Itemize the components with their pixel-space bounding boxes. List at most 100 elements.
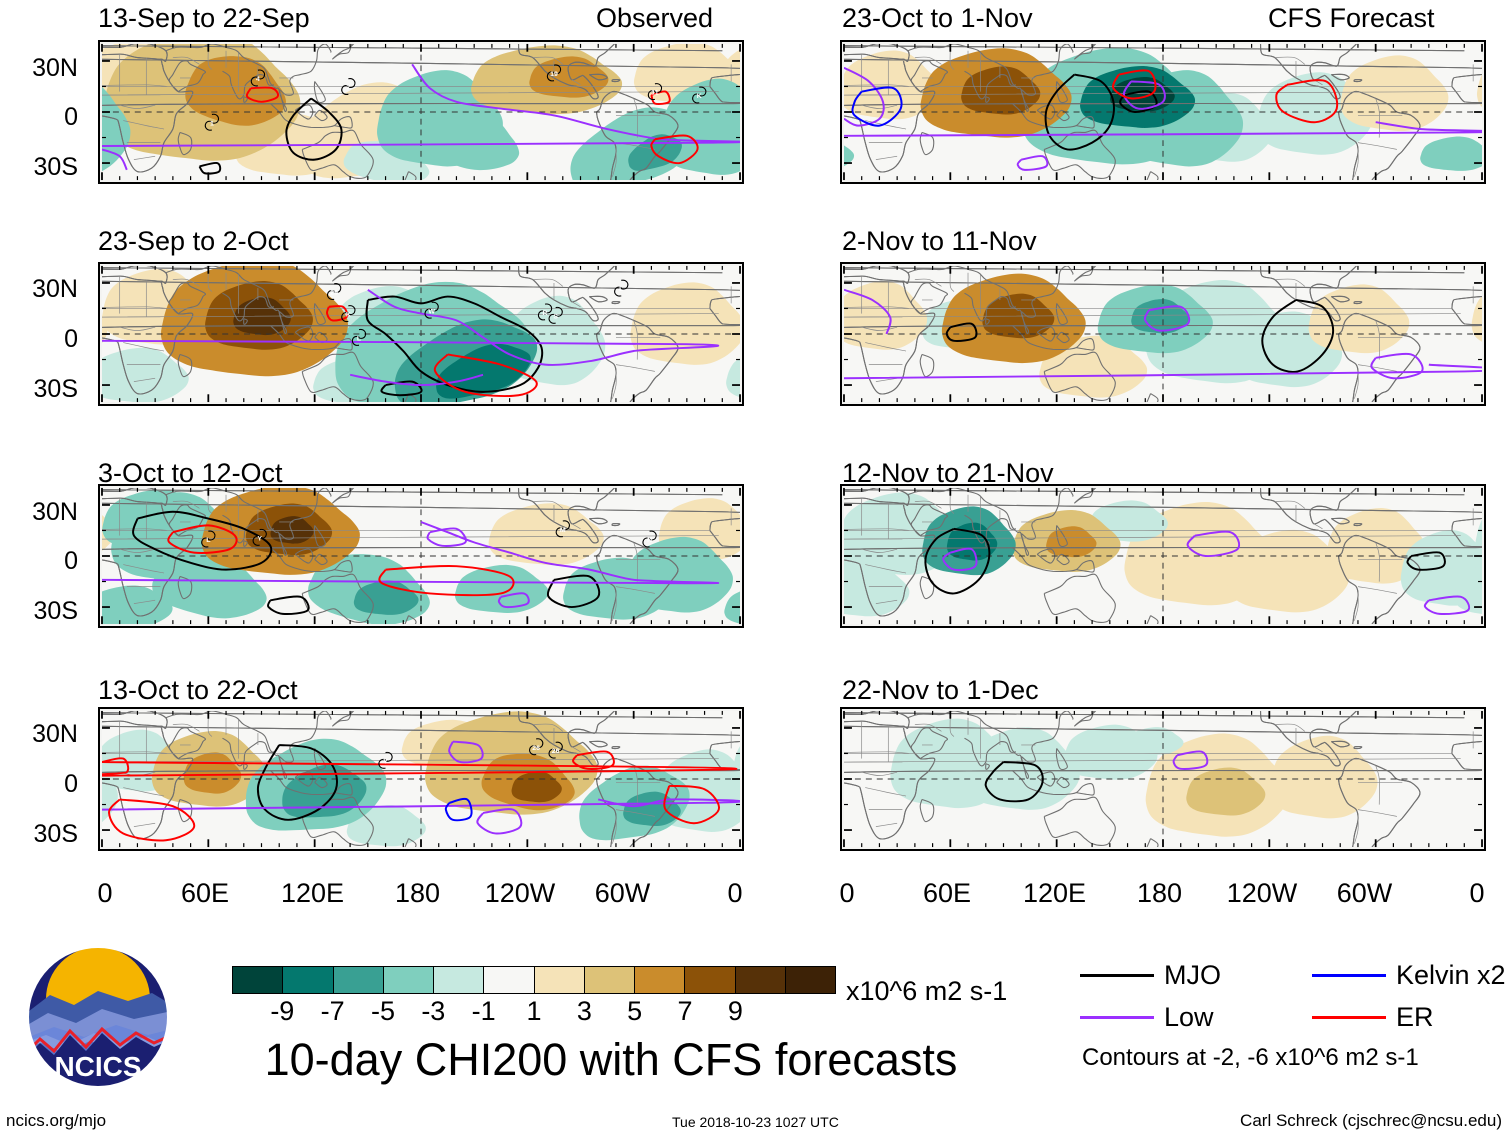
- anomaly-blob: [961, 66, 1041, 115]
- map-panel-p4[interactable]: Y 26 26: [98, 707, 744, 851]
- country-border: [1357, 142, 1398, 150]
- country-border: [1375, 320, 1380, 360]
- coastline: [1260, 710, 1262, 711]
- storm-marker[interactable]: 11: [647, 83, 663, 101]
- xtick-r-360: 0: [1469, 878, 1485, 908]
- storm-marker[interactable]: R: [537, 303, 553, 321]
- map-panel-p2[interactable]: 29 K W R S L L: [98, 262, 744, 406]
- anomaly-blob: [726, 358, 741, 398]
- coastline: [1260, 487, 1262, 488]
- map-panel-p6[interactable]: [840, 262, 1486, 406]
- country-border: [615, 364, 656, 372]
- coastline: [1056, 331, 1070, 344]
- country-border: [865, 342, 907, 352]
- legend-label-kelvin: Kelvin x2: [1396, 960, 1506, 990]
- country-border: [172, 500, 200, 509]
- map-panel-p5[interactable]: [840, 40, 1486, 184]
- svg-text:29: 29: [330, 290, 338, 297]
- colorbar[interactable]: [232, 966, 836, 994]
- coastline: [313, 81, 326, 104]
- anomaly-blob: [733, 746, 741, 783]
- coastline: [910, 504, 949, 537]
- footer-site-link[interactable]: ncics.org/mjo: [6, 1111, 107, 1130]
- storm-marker[interactable]: K: [341, 305, 356, 323]
- storm-marker[interactable]: W: [424, 301, 439, 319]
- map-panel-p1[interactable]: 4 7 1 19 11 K: [98, 40, 744, 184]
- coastline: [177, 798, 193, 823]
- ytick-30s-p1: 30S: [33, 153, 78, 181]
- coastline: [1259, 43, 1358, 100]
- coastline: [589, 517, 608, 525]
- coastline: [1056, 109, 1070, 122]
- coastline: [518, 43, 520, 44]
- colorbar-band-1: [283, 967, 334, 993]
- footer-author: Carl Schreck (cjschrec@ncsu.edu): [1240, 1111, 1502, 1130]
- coastline: [1055, 81, 1068, 104]
- anomaly-blob: [185, 56, 286, 126]
- contour-er: [433, 353, 538, 397]
- storm-marker[interactable]: 29: [327, 283, 342, 300]
- coastline: [1146, 615, 1159, 625]
- column-header-forecast: CFS Forecast: [1268, 3, 1435, 33]
- colorbar-band-8: [635, 967, 686, 993]
- country-border: [133, 822, 156, 827]
- country-border: [172, 278, 200, 287]
- map-panel-p7[interactable]: [840, 484, 1486, 628]
- coastline: [177, 131, 193, 156]
- anomaly-blob: [843, 145, 855, 167]
- coastline: [910, 60, 949, 93]
- map-panel-p3[interactable]: L Y M N: [98, 484, 744, 628]
- xtick-l-120e: 120E: [280, 878, 345, 908]
- coastline: [1043, 796, 1116, 846]
- coastline: [222, 292, 274, 322]
- storm-marker[interactable]: L: [201, 530, 216, 548]
- country-border: [101, 91, 719, 96]
- colorbar-band-10: [735, 967, 786, 993]
- legend-entry-er: ER: [1312, 1004, 1434, 1031]
- country-border: [612, 149, 617, 177]
- xtick-r-60w: 60W: [1336, 878, 1393, 908]
- coastline: [101, 53, 741, 173]
- svg-text:L: L: [357, 336, 361, 343]
- country-border: [1354, 593, 1359, 621]
- storm-marker[interactable]: 7: [341, 78, 356, 95]
- svg-text:Y: Y: [257, 535, 262, 542]
- xtick-r-180: 180: [1136, 878, 1183, 908]
- anomaly-blob: [529, 56, 609, 98]
- contour-er: [378, 565, 515, 597]
- storm-marker[interactable]: 1: [204, 113, 220, 131]
- colorbar-band-11: [785, 967, 835, 993]
- country-border: [532, 500, 564, 509]
- coastline: [1056, 553, 1070, 566]
- coastline: [331, 710, 355, 727]
- contour-low: [1370, 352, 1424, 380]
- coastline: [101, 265, 723, 284]
- country-border: [1375, 765, 1380, 805]
- legend-entry-low: Low: [1080, 1004, 1214, 1031]
- coastline: [1055, 303, 1068, 326]
- panel-title-p1: 13-Sep to 22-Sep: [98, 3, 310, 33]
- svg-text:4: 4: [256, 76, 260, 83]
- country-border: [612, 371, 617, 399]
- country-border: [119, 548, 156, 553]
- contour-er: [1275, 79, 1339, 124]
- map-panel-p8[interactable]: [840, 707, 1486, 851]
- coastline: [404, 393, 417, 403]
- storm-marker[interactable]: 19: [546, 64, 562, 82]
- coastline: [165, 43, 332, 113]
- xtick-r-120e: 120E: [1022, 878, 1087, 908]
- contour-mjo: [945, 322, 978, 342]
- anomaly-blob: [1269, 735, 1378, 819]
- anomaly-blob: [1365, 747, 1459, 824]
- contour-er: [101, 757, 738, 777]
- xtick-l-0: 0: [97, 878, 113, 908]
- coastline: [985, 763, 990, 770]
- coastline: [1146, 393, 1159, 403]
- contour-mjo: [198, 161, 222, 175]
- country-border: [133, 599, 156, 604]
- contour-mjo: [984, 761, 1044, 803]
- contour-low: [843, 288, 892, 335]
- country-border: [123, 787, 165, 797]
- storm-marker[interactable]: N: [642, 530, 657, 548]
- anomaly-blob: [1476, 74, 1483, 108]
